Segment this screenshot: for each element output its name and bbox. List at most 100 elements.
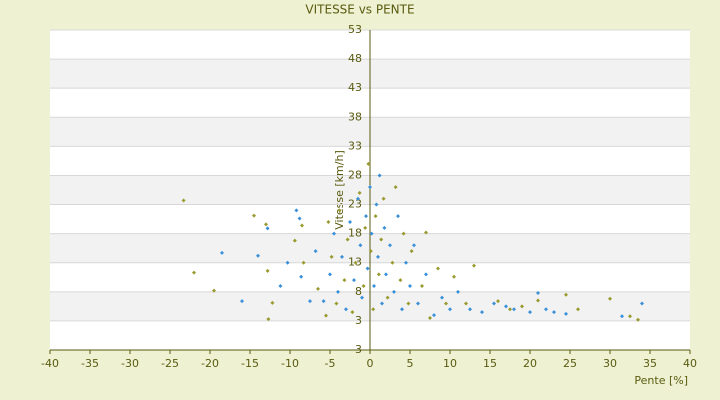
data-point bbox=[365, 266, 370, 271]
data-point bbox=[337, 208, 342, 213]
data-point bbox=[340, 254, 344, 259]
data-point bbox=[345, 237, 350, 242]
data-point bbox=[285, 260, 290, 265]
data-point bbox=[396, 214, 400, 219]
data-point bbox=[352, 278, 356, 283]
data-point bbox=[388, 243, 392, 248]
data-point bbox=[398, 278, 403, 283]
data-point bbox=[640, 301, 644, 306]
data-point bbox=[424, 272, 428, 277]
data-point bbox=[401, 231, 406, 236]
x-tick-label: 20 bbox=[523, 357, 537, 370]
data-point bbox=[406, 301, 411, 306]
data-point bbox=[390, 260, 395, 265]
data-point bbox=[377, 173, 382, 178]
y-axis-label: Vitesse [km/h] bbox=[333, 150, 346, 230]
data-point bbox=[299, 274, 304, 279]
data-point bbox=[308, 299, 312, 304]
data-point bbox=[294, 208, 299, 213]
data-point bbox=[380, 301, 384, 306]
data-point bbox=[416, 301, 420, 306]
data-point bbox=[576, 307, 580, 312]
data-point bbox=[379, 237, 384, 242]
data-point bbox=[265, 226, 270, 231]
data-point bbox=[409, 249, 414, 254]
x-tick-label: 15 bbox=[483, 357, 497, 370]
data-point bbox=[334, 301, 339, 306]
data-point bbox=[536, 298, 540, 303]
y-tick-label: 18 bbox=[348, 227, 362, 240]
data-point bbox=[376, 254, 380, 259]
data-point bbox=[297, 216, 302, 221]
y-tick-label: 23 bbox=[348, 198, 362, 211]
data-point bbox=[324, 313, 328, 318]
data-point bbox=[336, 289, 340, 294]
data-point bbox=[636, 317, 640, 322]
y-tick-label: 38 bbox=[348, 110, 362, 123]
y-tick-label: 3 bbox=[355, 314, 362, 327]
data-point bbox=[371, 307, 376, 312]
y-tick-label: 8 bbox=[355, 285, 362, 298]
data-point bbox=[326, 220, 331, 224]
data-point bbox=[452, 274, 456, 279]
data-point bbox=[420, 284, 424, 288]
data-point bbox=[412, 243, 416, 248]
data-point bbox=[266, 317, 271, 322]
data-point bbox=[440, 295, 444, 300]
x-tick-label: 35 bbox=[643, 357, 657, 370]
x-tick-label: -20 bbox=[201, 357, 219, 370]
data-point bbox=[368, 185, 372, 190]
data-point bbox=[368, 249, 373, 254]
data-point bbox=[392, 289, 396, 294]
x-tick-label: 10 bbox=[443, 357, 457, 370]
data-point bbox=[544, 307, 548, 312]
data-point bbox=[444, 301, 448, 306]
data-point bbox=[552, 310, 556, 315]
y-tick-label: 28 bbox=[348, 168, 362, 181]
data-point bbox=[353, 260, 358, 265]
data-point bbox=[357, 190, 362, 195]
data-point bbox=[316, 286, 320, 291]
data-point bbox=[432, 313, 436, 318]
data-point bbox=[301, 260, 306, 265]
data-point bbox=[472, 263, 476, 268]
data-point bbox=[220, 250, 224, 255]
data-point bbox=[393, 185, 398, 190]
data-point bbox=[356, 196, 360, 201]
data-point bbox=[265, 268, 270, 273]
data-point bbox=[264, 222, 268, 227]
x-tick-label: -40 bbox=[41, 357, 59, 370]
data-point bbox=[344, 307, 348, 312]
data-point bbox=[181, 198, 186, 203]
data-point bbox=[564, 311, 568, 316]
data-point bbox=[628, 314, 632, 319]
x-tick-label: -25 bbox=[161, 357, 179, 370]
data-point bbox=[404, 260, 408, 265]
data-point bbox=[468, 307, 472, 312]
data-point bbox=[384, 272, 388, 277]
data-point bbox=[373, 214, 378, 219]
data-point bbox=[400, 307, 404, 312]
y-tick-label: 48 bbox=[348, 52, 362, 65]
data-point bbox=[376, 272, 381, 277]
data-point bbox=[496, 299, 500, 304]
data-point bbox=[512, 307, 516, 312]
data-point bbox=[424, 230, 428, 235]
data-point bbox=[536, 290, 540, 295]
data-point bbox=[464, 301, 468, 306]
data-point bbox=[520, 304, 524, 309]
x-tick-label: -10 bbox=[281, 357, 299, 370]
y-tick-label: 33 bbox=[348, 139, 362, 152]
x-tick-label: 40 bbox=[683, 357, 697, 370]
data-point bbox=[300, 223, 304, 228]
data-point bbox=[372, 284, 376, 288]
data-point bbox=[212, 288, 216, 293]
data-point bbox=[385, 295, 390, 300]
data-point bbox=[448, 307, 452, 312]
data-point bbox=[192, 270, 196, 275]
data-point bbox=[278, 284, 283, 288]
data-point bbox=[374, 202, 379, 207]
x-tick-label: -30 bbox=[121, 357, 139, 370]
data-point bbox=[240, 299, 244, 304]
